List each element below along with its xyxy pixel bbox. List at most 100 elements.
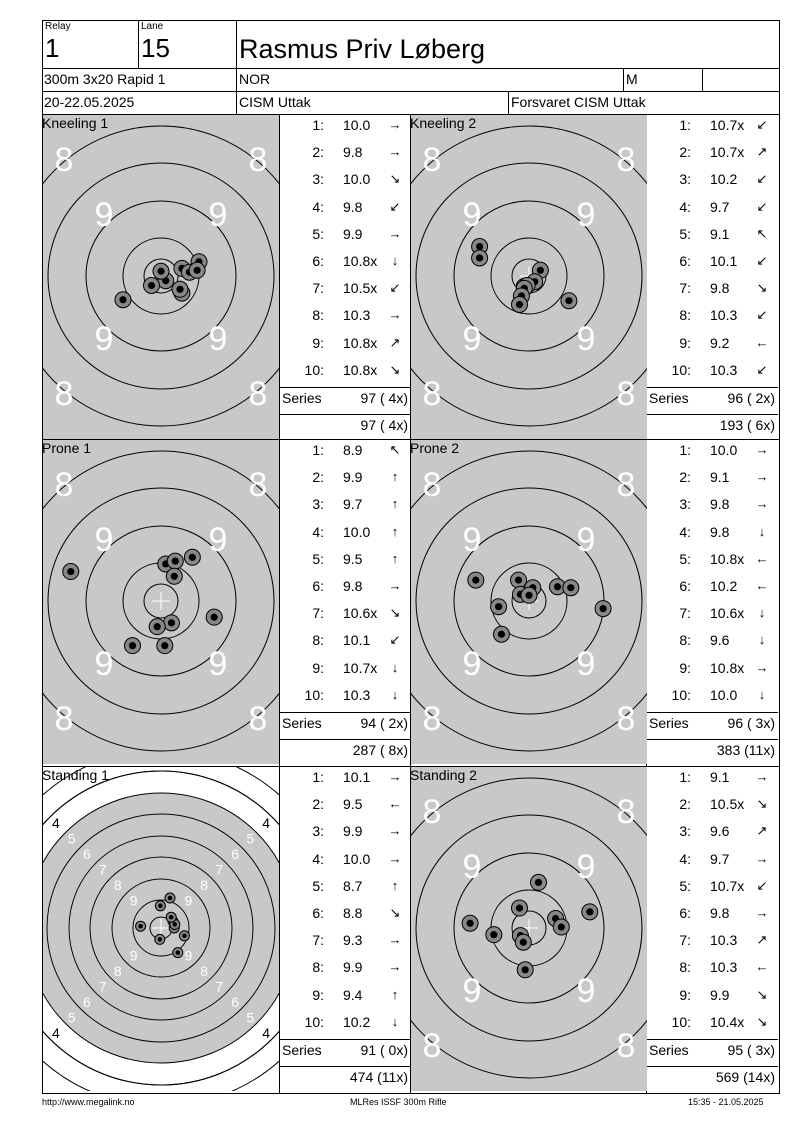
svg-text:9: 9 [463,521,482,559]
shot-list-1: 1: 10.0 → 2: 9.8 → 3: 10.0 ↘ 4: 9.8 ↙ 5: 9.9 → 6: 10.8x ↓… [280,117,411,441]
svg-text:5: 5 [246,1009,254,1025]
shot-hole-10 [154,933,166,945]
svg-text:6: 6 [83,994,91,1010]
shot-direction-icon: ↓ [391,686,399,702]
svg-text:7: 7 [215,978,223,994]
svg-text:8: 8 [114,963,122,979]
svg-text:8: 8 [423,375,442,413]
series-label: Series [649,1042,689,1058]
shot-number: 7: [679,605,691,622]
svg-text:8: 8 [249,141,268,179]
svg-text:8: 8 [617,793,636,831]
svg-text:8: 8 [617,1027,636,1065]
shot-hole-9 [114,291,132,309]
shot-direction-icon: ↘ [756,986,768,1002]
shot-hole-7 [178,930,190,942]
running-total: 383 (11x) [716,742,775,758]
shot-value: 10.8x [710,550,745,567]
svg-text:4: 4 [52,1025,60,1041]
svg-text:8: 8 [114,877,122,893]
shot-value: 9.4 [343,986,363,1003]
svg-text:5: 5 [68,1009,76,1025]
shot-value: 9.2 [710,334,730,351]
shot-direction-icon: ← [388,796,402,812]
series-label: Series [282,715,322,731]
shot-value: 9.7 [710,850,730,867]
shot-value: 9.9 [343,959,363,976]
shot-row: 3: 10.2 ↙ [647,171,778,198]
shot-number: 10: [671,361,691,378]
svg-text:9: 9 [209,320,228,358]
shot-hole-10 [511,899,528,917]
shot-row: 8: 9.6 ↓ [647,632,778,659]
svg-text:9: 9 [463,320,482,358]
shot-number: 9: [312,986,324,1003]
target-face: 4 44 45 55 56 66 67 77 78 88 89 99 9 [43,767,279,1091]
shot-row: 3: 10.0 ↘ [280,171,411,198]
shot-direction-icon: ↗ [756,932,768,948]
svg-text:8: 8 [55,700,74,738]
shot-hole-6 [172,947,184,959]
svg-text:9: 9 [463,972,482,1010]
shot-hole-3 [166,552,184,570]
shot-direction-icon: → [388,225,402,241]
shot-number: 4: [312,523,324,540]
shot-number: 2: [312,469,324,486]
shot-number: 6: [679,578,691,594]
shot-value: 8.9 [343,442,363,458]
shot-row: 9: 9.2 ← [647,335,778,362]
shot-value: 10.8x [710,659,745,676]
svg-text:9: 9 [463,196,482,234]
svg-text:8: 8 [200,963,208,979]
shot-row: 2: 10.5x ↘ [647,796,778,823]
shot-direction-icon: ↑ [391,877,399,893]
series-total: 94 ( 2x) [360,715,408,731]
shot-row: 1: 8.9 ↖ [280,442,411,469]
svg-text:9: 9 [463,645,482,683]
svg-text:9: 9 [184,893,192,909]
svg-text:9: 9 [577,320,596,358]
footer-url[interactable]: http://www.megalink.no [42,1097,135,1107]
running-total: 569 (14x) [715,1069,775,1085]
shot-number: 7: [679,280,691,297]
shot-value: 10.7x [710,117,745,133]
shot-direction-icon: ↙ [756,117,768,132]
shot-hole-8 [581,903,599,921]
shot-row: 10: 10.3 ↙ [647,362,778,389]
shot-hole-9 [154,900,166,912]
shot-row: 7: 9.8 ↘ [647,280,778,307]
svg-text:8: 8 [249,700,268,738]
shot-number: 9: [312,334,324,351]
shot-direction-icon: → [388,850,402,866]
shot-row: 5: 10.7x ↙ [647,878,778,905]
shot-hole-7 [162,614,180,632]
shot-number: 2: [679,469,691,486]
shot-number: 7: [312,605,324,622]
shot-number: 5: [312,550,324,567]
shot-value: 10.2 [710,171,738,188]
shot-hole-5 [165,567,183,585]
series-title: Prone 2 [410,440,460,456]
svg-text:7: 7 [99,978,107,994]
shot-row: 7: 10.6x ↓ [647,605,778,632]
svg-text:9: 9 [95,196,114,234]
shot-row: 2: 9.9 ↑ [280,469,411,496]
shot-number: 10: [671,1013,691,1030]
gender: M [626,71,638,87]
series-title: Prone 1 [42,440,92,456]
shot-number: 4: [679,850,691,867]
shot-hole-8 [165,911,177,923]
shot-number: 3: [312,171,324,188]
shot-value: 10.0 [343,171,371,188]
shot-value: 9.5 [343,796,363,813]
shot-value: 9.6 [710,823,730,840]
shot-direction-icon: ← [755,959,769,975]
shot-row: 2: 9.8 → [280,144,411,171]
svg-text:5: 5 [246,831,254,847]
shot-row: 4: 10.0 ↑ [280,524,411,551]
running-total: 287 ( 8x) [352,742,408,758]
series-label: Series [649,715,689,731]
svg-text:8: 8 [200,877,208,893]
